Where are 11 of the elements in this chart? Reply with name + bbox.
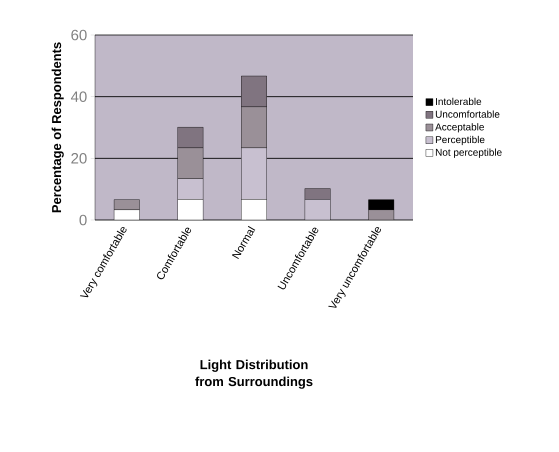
y-tick-label: 0 bbox=[79, 214, 87, 226]
legend-label: Not perceptible bbox=[436, 148, 502, 158]
y-axis-title: Percentage of Respondents bbox=[52, 42, 64, 212]
legend-label: Acceptable bbox=[435, 123, 484, 132]
legend-label: Intolerable bbox=[436, 98, 482, 106]
x-axis-title: Light Distribution from Surroundings bbox=[195, 360, 312, 389]
legend-label: Perceptible bbox=[436, 136, 485, 146]
y-tick-label: 60 bbox=[71, 30, 87, 40]
y-tick-label: 20 bbox=[71, 153, 87, 164]
legend-label: Uncomfortable bbox=[436, 110, 500, 118]
y-tick-label: 40 bbox=[70, 91, 87, 102]
